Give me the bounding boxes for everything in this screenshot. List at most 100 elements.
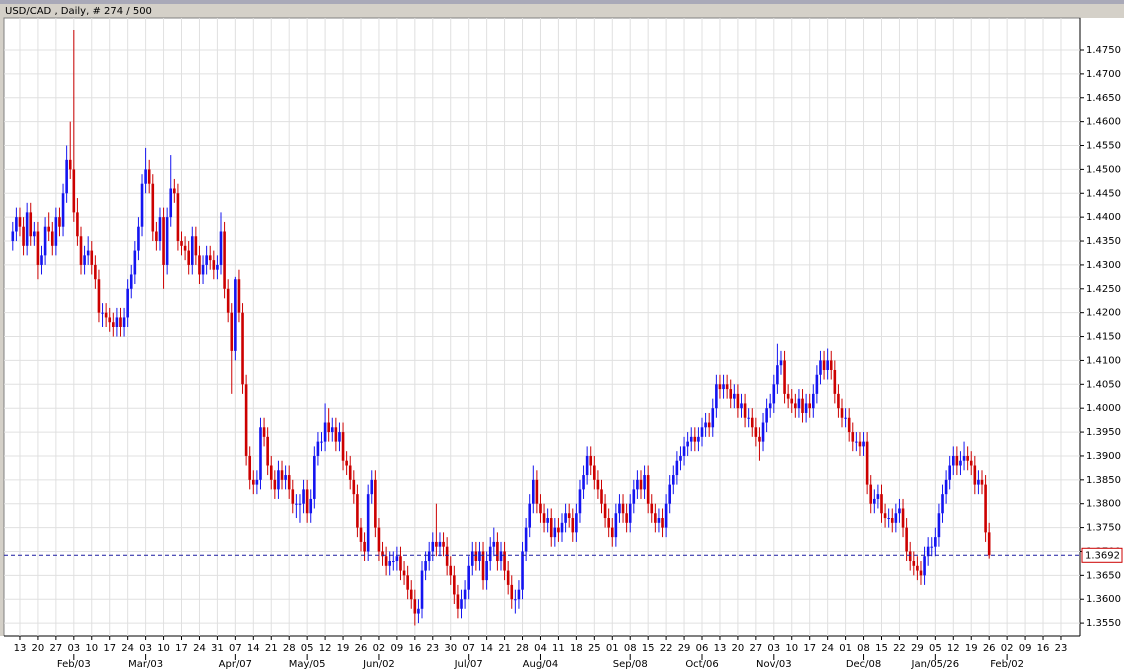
y-tick-label: 1.4000	[1086, 403, 1121, 414]
candle-body	[506, 570, 510, 585]
candle-body	[374, 479, 377, 528]
candle-body	[316, 441, 320, 456]
candle-body	[704, 422, 707, 428]
candle-body	[539, 503, 542, 514]
candle-body	[295, 503, 298, 505]
candle-body	[969, 460, 973, 466]
candle-body	[934, 537, 937, 547]
candle-body	[194, 236, 198, 256]
candle-body	[47, 226, 50, 232]
candle-body	[384, 556, 388, 566]
month-label: Jan/05/26	[911, 659, 960, 670]
x-tick-label: 16	[408, 643, 421, 654]
x-tick-label: 27	[50, 643, 63, 654]
x-tick-label: 01	[606, 643, 619, 654]
candle-body	[381, 551, 384, 557]
x-tick-label: 02	[373, 643, 386, 654]
month-label: Sep/08	[613, 659, 648, 670]
candle-body	[65, 159, 68, 194]
candle-body	[514, 599, 517, 601]
candle-body	[621, 503, 625, 514]
candle-body	[682, 446, 686, 456]
candle-body	[786, 393, 790, 399]
x-tick-label: 06	[696, 643, 709, 654]
candle-body	[137, 226, 140, 251]
x-tick-label: 22	[893, 643, 906, 654]
candle-body	[485, 561, 488, 581]
candle-body	[22, 226, 25, 246]
x-tick-label: 20	[732, 643, 745, 654]
candle-body	[431, 541, 435, 552]
candle-body	[772, 384, 776, 404]
candle-body	[632, 489, 636, 504]
x-tick-label: 03	[139, 643, 152, 654]
month-label: Dec/08	[846, 659, 881, 670]
x-tick-label: 14	[480, 643, 493, 654]
candle-body	[851, 432, 855, 442]
candle-body	[549, 518, 553, 538]
candle-body	[959, 460, 962, 466]
candle-body	[470, 551, 474, 566]
candle-body	[76, 212, 79, 237]
candle-body	[700, 427, 704, 437]
candle-body	[729, 389, 733, 399]
candle-body	[951, 455, 955, 466]
candle-body	[923, 556, 926, 576]
candle-body	[668, 484, 672, 504]
candle-body	[15, 217, 18, 232]
candle-body	[725, 384, 729, 390]
candle-body	[144, 169, 147, 184]
candle-body	[147, 169, 151, 184]
candle-body	[61, 193, 65, 227]
x-tick-label: 03	[767, 643, 780, 654]
candle-body	[205, 255, 208, 265]
month-label: Nov/03	[756, 659, 792, 670]
candle-body	[743, 403, 747, 418]
x-tick-label: 29	[678, 643, 691, 654]
candle-body	[575, 513, 578, 533]
candle-body	[873, 498, 876, 504]
candle-body	[287, 475, 291, 490]
candle-body	[916, 565, 919, 571]
candle-body	[370, 479, 374, 495]
x-tick-label: 22	[660, 643, 673, 654]
x-tick-label: 17	[103, 643, 116, 654]
y-tick-label: 1.3850	[1086, 475, 1121, 486]
candle-body	[643, 475, 646, 490]
candle-body	[280, 470, 284, 480]
candle-body	[201, 264, 205, 275]
candle-body	[707, 422, 711, 428]
candle-body	[898, 508, 901, 514]
candle-body	[973, 465, 977, 485]
candle-body	[155, 231, 158, 242]
y-tick-label: 1.4400	[1086, 212, 1121, 223]
candle-body	[804, 403, 808, 413]
candle-body	[618, 503, 621, 514]
y-tick-label: 1.4600	[1086, 117, 1121, 128]
candle-body	[237, 279, 241, 313]
chart-title: USD/CAD , Daily, # 274 / 500	[5, 6, 152, 17]
candle-body	[593, 465, 596, 480]
candle-body	[750, 417, 754, 428]
candle-body	[313, 455, 316, 499]
candle-body	[291, 489, 295, 504]
candle-body	[330, 427, 334, 433]
candle-body	[689, 436, 693, 442]
candle-body	[869, 484, 873, 504]
candle-body	[352, 479, 356, 495]
x-tick-label: 08	[624, 643, 637, 654]
candle-body	[553, 527, 557, 538]
x-tick-label: 10	[785, 643, 798, 654]
candle-body	[151, 183, 155, 232]
month-label: Oct/06	[685, 659, 718, 670]
y-tick-label: 1.3750	[1086, 523, 1121, 534]
candle-body	[646, 475, 650, 504]
candle-body	[492, 541, 496, 547]
candle-body	[478, 551, 481, 562]
candle-body	[187, 250, 190, 265]
y-tick-label: 1.4300	[1086, 260, 1121, 271]
y-tick-label: 1.4100	[1086, 355, 1121, 366]
candle-body	[18, 217, 22, 227]
candle-body	[359, 527, 363, 542]
